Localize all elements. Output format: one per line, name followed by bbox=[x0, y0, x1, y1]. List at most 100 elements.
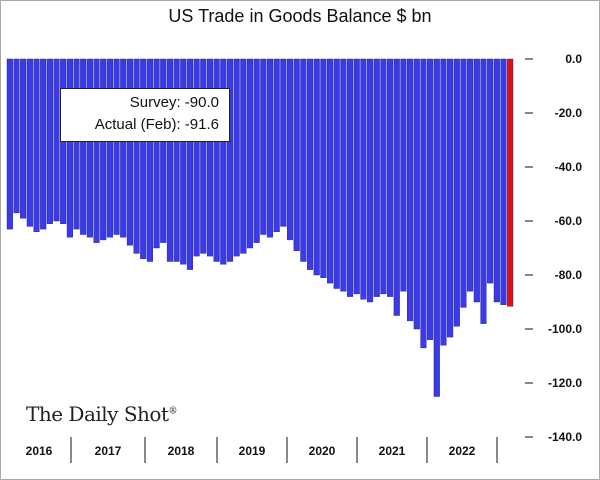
bar bbox=[407, 58, 414, 322]
x-tick-label: 2016 bbox=[26, 444, 53, 458]
bar bbox=[433, 58, 440, 397]
bar bbox=[26, 58, 33, 227]
bar bbox=[453, 58, 460, 327]
bar bbox=[213, 58, 220, 262]
y-tick-label: -140.0 bbox=[548, 430, 582, 444]
bar bbox=[400, 58, 407, 292]
y-tick-label: -80.0 bbox=[555, 268, 583, 282]
y-tick-label: 0.0 bbox=[565, 52, 582, 66]
bar bbox=[86, 58, 93, 238]
x-tick-label: 2021 bbox=[379, 444, 406, 458]
logo-text: The Daily Shot bbox=[26, 402, 169, 426]
bar bbox=[440, 58, 447, 346]
actual-label: Actual (Feb): bbox=[94, 116, 181, 133]
x-tick-label: 2018 bbox=[168, 444, 195, 458]
x-tick-label: 2019 bbox=[239, 444, 266, 458]
bar bbox=[360, 58, 367, 300]
bar bbox=[447, 58, 454, 338]
bar bbox=[193, 58, 200, 257]
bar bbox=[373, 58, 380, 297]
chart-title: US Trade in Goods Balance $ bn bbox=[168, 6, 432, 26]
y-tick-label: -40.0 bbox=[555, 160, 583, 174]
bar bbox=[473, 58, 480, 303]
bar bbox=[153, 58, 160, 249]
bar bbox=[286, 58, 294, 241]
bar bbox=[100, 58, 107, 241]
bar bbox=[113, 58, 120, 235]
bar bbox=[327, 58, 334, 284]
bar bbox=[347, 58, 354, 297]
logo-mark: ® bbox=[168, 406, 177, 417]
bars-group bbox=[6, 58, 514, 397]
x-axis: 2016 2017 2018 2019 2020 2021 2022 bbox=[26, 437, 498, 463]
bar bbox=[166, 58, 173, 262]
bar bbox=[333, 58, 340, 289]
bar bbox=[387, 58, 394, 297]
bar bbox=[266, 58, 274, 238]
bar bbox=[493, 58, 500, 303]
bar bbox=[300, 58, 307, 262]
bar bbox=[413, 58, 420, 330]
bar bbox=[233, 58, 240, 257]
x-tick-label: 2020 bbox=[309, 444, 336, 458]
survey-value: -90.0 bbox=[184, 94, 219, 111]
bar bbox=[206, 58, 214, 257]
x-tick-label: 2017 bbox=[95, 444, 122, 458]
bar bbox=[173, 58, 180, 262]
x-tick-label: 2022 bbox=[449, 444, 476, 458]
bar bbox=[40, 58, 47, 230]
bar bbox=[240, 58, 247, 254]
bar bbox=[460, 58, 467, 308]
bar bbox=[20, 58, 27, 219]
bar bbox=[246, 58, 254, 249]
bar bbox=[380, 58, 387, 295]
y-tick-label: -100.0 bbox=[548, 322, 582, 336]
bar bbox=[180, 58, 187, 265]
bar bbox=[146, 58, 153, 262]
bar bbox=[420, 58, 427, 349]
bar bbox=[186, 58, 193, 270]
bar bbox=[33, 58, 40, 233]
bar bbox=[293, 58, 300, 251]
bar bbox=[480, 58, 487, 324]
y-tick-label: -60.0 bbox=[555, 214, 583, 228]
bar bbox=[226, 58, 234, 262]
bar bbox=[13, 58, 20, 214]
daily-shot-logo: The Daily Shot® bbox=[26, 402, 177, 426]
bar bbox=[353, 58, 360, 295]
bar bbox=[500, 58, 507, 305]
bar bbox=[307, 58, 314, 270]
survey-row: Survey: -90.0 bbox=[130, 94, 219, 111]
bar bbox=[367, 58, 374, 303]
bar bbox=[467, 58, 474, 292]
actual-row: Actual (Feb): -91.6 bbox=[95, 116, 219, 133]
bar bbox=[133, 58, 140, 254]
bar bbox=[200, 58, 207, 254]
bar bbox=[120, 58, 127, 238]
bar bbox=[80, 58, 87, 235]
bar bbox=[313, 58, 320, 276]
bar bbox=[140, 58, 147, 260]
survey-label: Survey: bbox=[129, 94, 181, 111]
actual-value: -91.6 bbox=[184, 116, 219, 133]
bar bbox=[160, 58, 167, 243]
bar bbox=[220, 58, 227, 265]
bar bbox=[126, 58, 133, 246]
bar bbox=[393, 58, 400, 316]
bar bbox=[340, 58, 347, 292]
y-tick-label: -120.0 bbox=[548, 376, 582, 390]
bar bbox=[280, 58, 287, 227]
bar bbox=[106, 58, 113, 238]
bar bbox=[320, 58, 327, 278]
bar bbox=[427, 58, 434, 340]
bar bbox=[273, 58, 280, 233]
y-tick-label: -20.0 bbox=[555, 106, 583, 120]
bar bbox=[260, 58, 267, 235]
annotation-box: Survey: -90.0 Actual (Feb): -91.6 bbox=[60, 88, 230, 142]
bar-latest bbox=[507, 58, 514, 307]
bar bbox=[487, 58, 494, 284]
y-axis: 0.0 -20.0 -40.0 -60.0 -80.0 -100.0 -120.0 -140.… bbox=[525, 52, 582, 444]
bar bbox=[53, 58, 60, 222]
